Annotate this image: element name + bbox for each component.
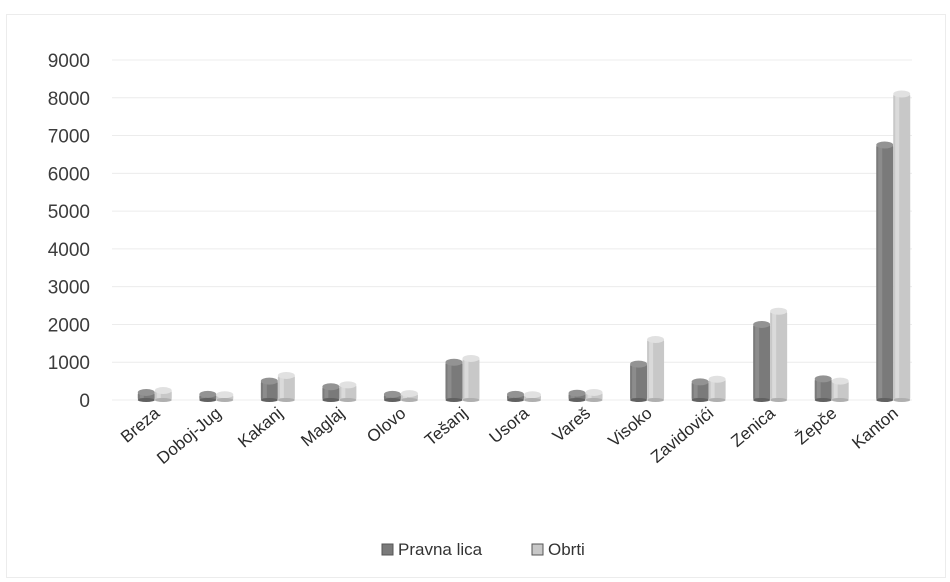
x-tick-label: Maglaj <box>297 404 348 451</box>
legend-label: Obrti <box>548 540 585 559</box>
bars <box>137 90 911 402</box>
y-tick-label: 7000 <box>48 127 90 148</box>
x-tick-label: Zavidovići <box>647 404 717 467</box>
bar-obrti <box>831 377 849 402</box>
x-tick-label: Kanton <box>848 404 901 453</box>
bar-pravna-lica <box>568 389 586 402</box>
x-tick-label: Visoko <box>605 404 656 451</box>
bar-pravna-lica <box>753 320 771 402</box>
bar-obrti <box>339 381 357 402</box>
bar-pravna-lica <box>507 390 524 402</box>
y-tick-label: 8000 <box>48 89 90 110</box>
x-tick-label: Vareš <box>549 404 594 446</box>
y-tick-label: 4000 <box>48 240 90 261</box>
bar-pravna-lica <box>383 390 401 402</box>
bar-obrti <box>647 336 665 402</box>
y-tick-label: 3000 <box>48 278 90 299</box>
x-tick-label: Usora <box>486 403 533 447</box>
chart-frame <box>6 14 946 578</box>
bar-pravna-lica <box>445 358 463 402</box>
bar-obrti <box>462 354 480 402</box>
bar-pravna-lica <box>876 141 894 402</box>
bar-obrti <box>893 90 911 402</box>
y-tick-label: 6000 <box>48 164 90 185</box>
legend-swatch <box>531 543 544 556</box>
bar-pravna-lica <box>691 378 709 402</box>
legend-label: Pravna lica <box>398 540 483 559</box>
bar-obrti <box>216 391 234 402</box>
x-tick-label: Tešanj <box>421 404 471 450</box>
legend-item: Pravna lica <box>381 540 483 559</box>
legend-swatch <box>381 543 394 556</box>
y-tick-label: 1000 <box>48 353 90 374</box>
bar-obrti <box>585 388 603 402</box>
bar-pravna-lica <box>630 360 648 402</box>
bar-obrti <box>524 391 541 402</box>
x-tick-label: Žepče <box>792 404 840 449</box>
x-tick-label: Doboj-Jug <box>153 404 225 468</box>
legend: Pravna lica Obrti <box>381 540 585 559</box>
bar-obrti <box>770 307 788 402</box>
x-tick-label: Olovo <box>363 404 409 447</box>
x-tick-label: Breza <box>117 403 164 446</box>
bar-pravna-lica <box>260 377 278 402</box>
y-tick-label: 2000 <box>48 315 90 336</box>
bar-obrti <box>400 390 418 402</box>
bar-obrti <box>708 375 726 402</box>
y-axis-ticks: 0 1000 2000 3000 4000 5000 6000 7000 8000 9000 <box>48 51 90 412</box>
bar-pravna-lica <box>199 390 217 402</box>
x-tick-label: Zenica <box>727 403 779 451</box>
bar-obrti <box>154 387 172 402</box>
y-tick-label: 0 <box>79 391 90 412</box>
legend-item: Obrti <box>531 540 585 559</box>
bar-pravna-lica <box>814 375 832 402</box>
y-tick-label: 5000 <box>48 202 90 223</box>
bar-obrti <box>277 371 295 402</box>
x-tick-label: Kakanj <box>234 404 286 452</box>
bar-pravna-lica <box>322 383 340 402</box>
y-tick-label: 9000 <box>48 51 90 72</box>
bar-pravna-lica <box>137 388 155 402</box>
gridlines <box>112 59 912 401</box>
